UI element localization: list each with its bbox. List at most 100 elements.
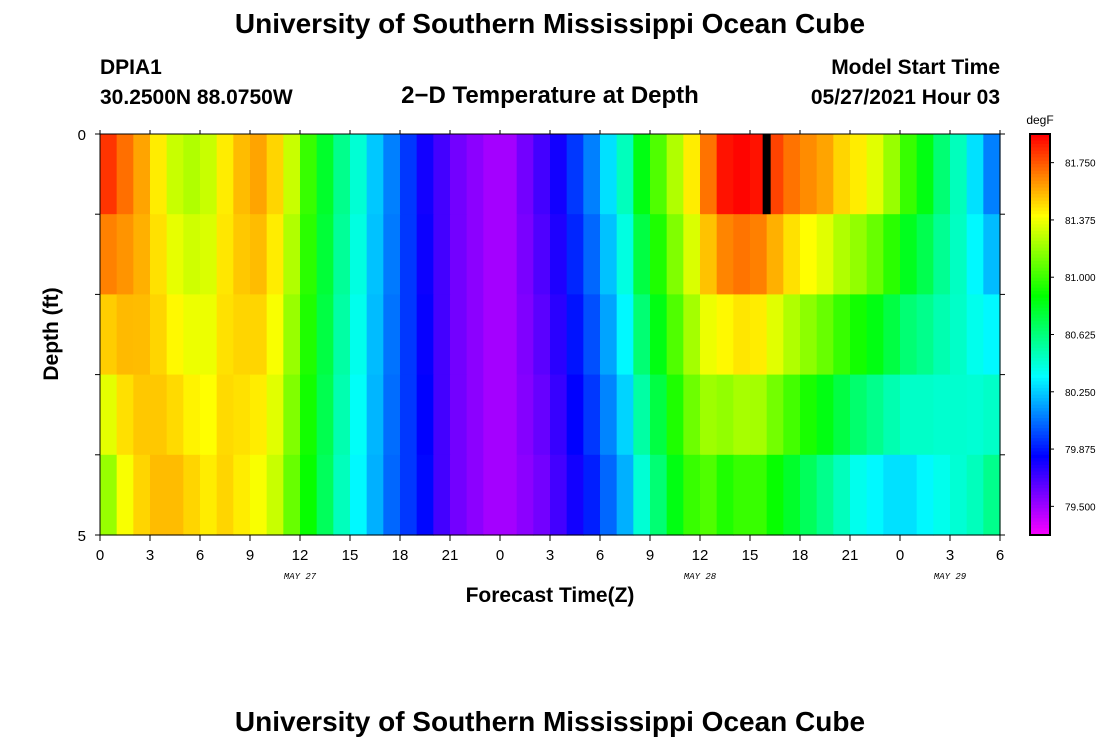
- x-tick-label: 18: [792, 547, 809, 564]
- colorbar-segment: [1030, 204, 1050, 209]
- heatmap-cell: [250, 294, 268, 376]
- colorbar-segment: [1030, 230, 1050, 235]
- colorbar-segment: [1030, 321, 1050, 326]
- heatmap-cell: [950, 454, 968, 536]
- colorbar-segment: [1030, 307, 1050, 312]
- heatmap-cell: [600, 214, 618, 295]
- heatmap-cell: [116, 454, 134, 536]
- x-tick-label: 21: [442, 547, 459, 564]
- heatmap-cell: [800, 134, 818, 215]
- heatmap-cell: [933, 454, 951, 536]
- heatmap-cell: [533, 134, 551, 215]
- colorbar-segment: [1030, 294, 1050, 299]
- heatmap-cell: [250, 374, 268, 456]
- colorbar-segment: [1030, 147, 1050, 152]
- heatmap-cell: [383, 294, 401, 376]
- heatmap-cell: [800, 374, 818, 456]
- chart-title: University of Southern Mississippi Ocean…: [234, 8, 866, 39]
- heatmap-cell: [550, 374, 568, 456]
- heatmap-cell: [616, 214, 634, 295]
- colorbar-segment: [1030, 194, 1050, 199]
- heatmap-cell: [616, 374, 634, 456]
- heatmap-cell: [550, 294, 568, 376]
- heatmap-cell: [416, 454, 434, 536]
- colorbar-segment: [1030, 401, 1050, 406]
- heatmap-cell: [366, 294, 384, 376]
- y-tick-label: 0: [78, 127, 86, 144]
- colorbar-segment: [1030, 371, 1050, 376]
- colorbar-segment: [1030, 134, 1050, 138]
- colorbar-segment: [1030, 531, 1050, 536]
- heatmap-cell: [400, 374, 418, 456]
- heatmap-cell: [600, 454, 618, 536]
- colorbar-segment: [1030, 387, 1050, 392]
- heatmap-cell: [166, 374, 184, 456]
- colorbar-segment: [1030, 250, 1050, 255]
- y-tick-label: 5: [78, 528, 86, 545]
- colorbar-segment: [1030, 287, 1050, 292]
- heatmap-cell: [516, 454, 534, 536]
- heatmap-cell: [166, 214, 184, 295]
- colorbar-segment: [1030, 397, 1050, 402]
- colorbar-segment: [1030, 324, 1050, 329]
- heatmap-cell: [266, 134, 284, 215]
- heatmap-cell: [383, 214, 401, 295]
- heatmap-cell: [433, 454, 451, 536]
- footer-title: University of Southern Mississippi Ocean…: [234, 706, 866, 737]
- x-tick-label: 15: [742, 547, 759, 564]
- heatmap-cell: [450, 454, 468, 536]
- heatmap-cell: [933, 294, 951, 376]
- heatmap-cell: [116, 374, 134, 456]
- heatmap-cell: [866, 214, 884, 295]
- colorbar-segment: [1030, 468, 1050, 473]
- heatmap-cell: [466, 214, 484, 295]
- marker-bar: [762, 134, 771, 215]
- colorbar-segment: [1030, 498, 1050, 503]
- colorbar-segment: [1030, 154, 1050, 158]
- heatmap-cell: [666, 134, 684, 215]
- station-id: DPIA1: [100, 56, 162, 79]
- colorbar-segment: [1030, 361, 1050, 366]
- colorbar-segment: [1030, 244, 1050, 249]
- heatmap-cell: [450, 294, 468, 376]
- colorbar-segment: [1030, 351, 1050, 356]
- colorbar-segment: [1030, 347, 1050, 352]
- heatmap-cell: [383, 134, 401, 215]
- heatmap-cell: [983, 214, 1001, 295]
- colorbar-segment: [1030, 521, 1050, 526]
- heatmap-cell: [566, 374, 584, 456]
- heatmap-cell: [950, 374, 968, 456]
- heatmap-cell: [433, 294, 451, 376]
- heatmap-cell: [950, 294, 968, 376]
- heatmap-cell: [233, 454, 251, 536]
- heatmap-cell: [283, 294, 301, 376]
- heatmap-cell: [550, 454, 568, 536]
- colorbar-segment: [1030, 501, 1050, 506]
- heatmap-cell: [616, 294, 634, 376]
- colorbar-segment: [1030, 164, 1050, 169]
- colorbar-segment: [1030, 528, 1050, 533]
- heatmap-cell: [633, 374, 651, 456]
- x-tick-label: 3: [946, 547, 954, 564]
- heatmap-cell: [916, 294, 934, 376]
- colorbar-segment: [1030, 394, 1050, 399]
- x-tick-label: 12: [692, 547, 709, 564]
- colorbar-segment: [1030, 254, 1050, 259]
- heatmap-cell: [283, 134, 301, 215]
- colorbar-segment: [1030, 200, 1050, 205]
- heatmap-cell: [100, 454, 118, 536]
- heatmap-cell: [433, 374, 451, 456]
- heatmap-cell: [716, 374, 734, 456]
- colorbar-segment: [1030, 451, 1050, 456]
- colorbar-segment: [1030, 190, 1050, 195]
- colorbar-segment: [1030, 428, 1050, 433]
- heatmap-cell: [650, 454, 668, 536]
- colorbar-segment: [1030, 207, 1050, 212]
- heatmap-cell: [783, 134, 801, 215]
- heatmap-cell: [483, 374, 501, 456]
- heatmap-cell: [816, 454, 834, 536]
- x-axis-label: Forecast Time(Z): [465, 584, 635, 607]
- heatmap-cell: [183, 454, 201, 536]
- colorbar-segment: [1030, 438, 1050, 443]
- heatmap-cell: [266, 374, 284, 456]
